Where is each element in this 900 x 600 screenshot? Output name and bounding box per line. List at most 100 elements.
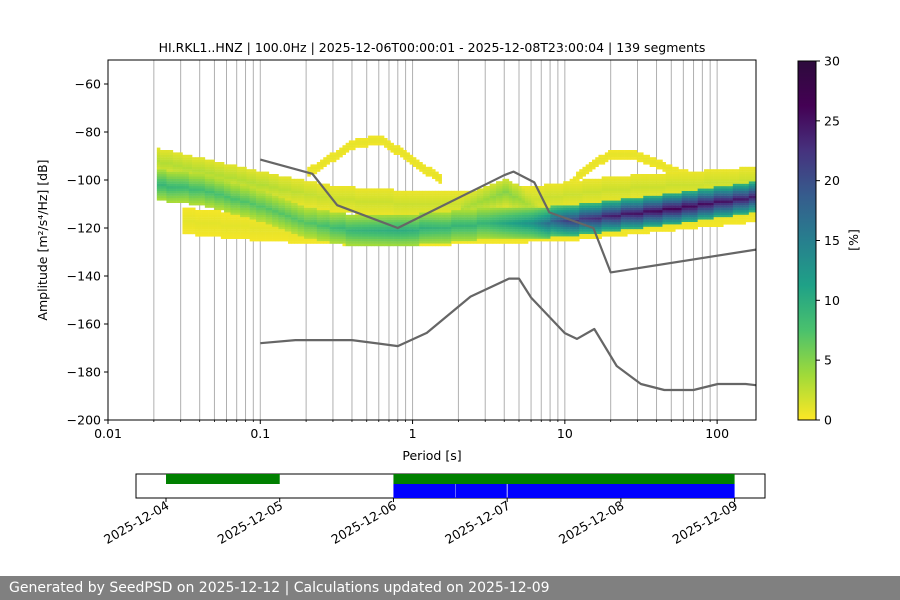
heatmap-cell xyxy=(224,212,228,215)
heatmap-cell xyxy=(246,231,250,235)
heatmap-cell xyxy=(566,198,570,201)
heatmap-cell xyxy=(505,210,510,213)
heatmap-cell xyxy=(505,202,510,206)
heatmap-cell xyxy=(592,205,596,208)
heatmap-cell xyxy=(393,145,398,148)
heatmap-cell xyxy=(332,234,337,237)
heatmap-cell xyxy=(240,234,244,237)
heatmap-cell xyxy=(166,195,170,199)
heatmap-cell xyxy=(681,200,686,203)
heatmap-cell xyxy=(355,210,359,213)
heatmap-cell xyxy=(720,176,724,179)
heatmap-cell xyxy=(358,138,362,141)
heatmap-cell xyxy=(489,238,494,242)
heatmap-cell xyxy=(412,229,417,232)
heatmap-cell xyxy=(188,183,193,187)
heatmap-cell xyxy=(473,217,478,220)
heatmap-cell xyxy=(265,200,270,203)
heatmap-cell xyxy=(220,183,225,187)
heatmap-cell xyxy=(742,186,746,189)
heatmap-cell xyxy=(534,214,538,218)
heatmap-cell xyxy=(275,238,279,242)
heatmap-cell xyxy=(230,174,234,177)
heatmap-cell xyxy=(288,238,292,242)
heatmap-cell xyxy=(348,219,353,223)
heatmap-cell xyxy=(281,236,286,239)
heatmap-cell xyxy=(617,210,622,213)
heatmap-cell xyxy=(419,212,423,215)
heatmap-cell xyxy=(412,231,417,235)
heatmap-cell xyxy=(310,217,314,220)
heatmap-cell xyxy=(214,222,218,225)
heatmap-cell xyxy=(371,200,375,203)
heatmap-cell xyxy=(380,202,385,206)
heatmap-cell xyxy=(208,178,212,182)
heatmap-cell xyxy=(387,241,391,244)
heatmap-cell xyxy=(313,205,318,208)
heatmap-cell xyxy=(227,195,231,199)
heatmap-cell xyxy=(684,212,689,215)
heatmap-cell xyxy=(672,186,676,189)
heatmap-cell xyxy=(508,200,513,203)
heatmap-cell xyxy=(467,210,471,213)
heatmap-cell xyxy=(294,226,298,230)
heatmap-cell xyxy=(745,178,750,182)
heatmap-cell xyxy=(614,176,618,179)
heatmap-cell xyxy=(166,188,170,191)
heatmap-cell xyxy=(512,198,516,201)
heatmap-cell xyxy=(486,219,490,223)
heatmap-cell xyxy=(316,238,321,242)
heatmap-cell xyxy=(585,222,590,225)
heatmap-cell xyxy=(518,236,522,239)
heatmap-cell xyxy=(236,198,241,201)
heatmap-cell xyxy=(454,219,458,223)
heatmap-cell xyxy=(403,231,407,235)
heatmap-cell xyxy=(371,226,375,230)
heatmap-cell xyxy=(563,188,567,191)
heatmap-cell xyxy=(736,195,740,199)
heatmap-cell xyxy=(355,217,359,220)
heatmap-cell xyxy=(227,234,231,237)
heatmap-cell xyxy=(726,195,730,199)
heatmap-cell xyxy=(620,186,625,189)
heatmap-cell xyxy=(396,193,401,196)
heatmap-cell xyxy=(470,219,474,223)
heatmap-cell xyxy=(361,140,366,143)
heatmap-cell xyxy=(278,236,282,239)
heatmap-cell xyxy=(470,226,474,230)
heatmap-cell xyxy=(428,243,433,247)
heatmap-cell xyxy=(259,226,263,230)
heatmap-cell xyxy=(745,169,750,172)
heatmap-cell xyxy=(358,219,362,223)
heatmap-cell xyxy=(400,207,404,211)
heatmap-cell xyxy=(524,190,529,194)
heatmap-cell xyxy=(508,241,513,244)
heatmap-cell xyxy=(688,219,692,223)
heatmap-cell xyxy=(211,169,215,172)
heatmap-cell xyxy=(476,198,481,201)
heatmap-cell xyxy=(633,224,638,227)
heatmap-cell xyxy=(707,176,711,179)
heatmap-cell xyxy=(588,164,593,167)
heatmap-cell xyxy=(467,198,471,201)
heatmap-cell xyxy=(691,181,695,184)
heatmap-cell xyxy=(185,157,190,160)
heatmap-cell xyxy=(633,217,638,220)
heatmap-cell xyxy=(336,150,340,153)
heatmap-cell xyxy=(227,229,231,232)
heatmap-cell xyxy=(332,229,337,232)
heatmap-cell xyxy=(435,174,439,177)
heatmap-cell xyxy=(172,166,177,170)
heatmap-cell xyxy=(646,181,650,184)
heatmap-cell xyxy=(265,205,270,208)
heatmap-cell xyxy=(345,186,350,189)
heatmap-cell xyxy=(652,200,657,203)
heatmap-cell xyxy=(390,205,394,208)
heatmap-cell xyxy=(604,188,609,191)
heatmap-cell xyxy=(739,190,743,194)
heatmap-cell xyxy=(454,195,458,199)
heatmap-cell xyxy=(627,224,631,227)
heatmap-cell xyxy=(697,210,702,213)
heatmap-cell xyxy=(467,238,471,242)
heatmap-cell xyxy=(368,238,372,242)
